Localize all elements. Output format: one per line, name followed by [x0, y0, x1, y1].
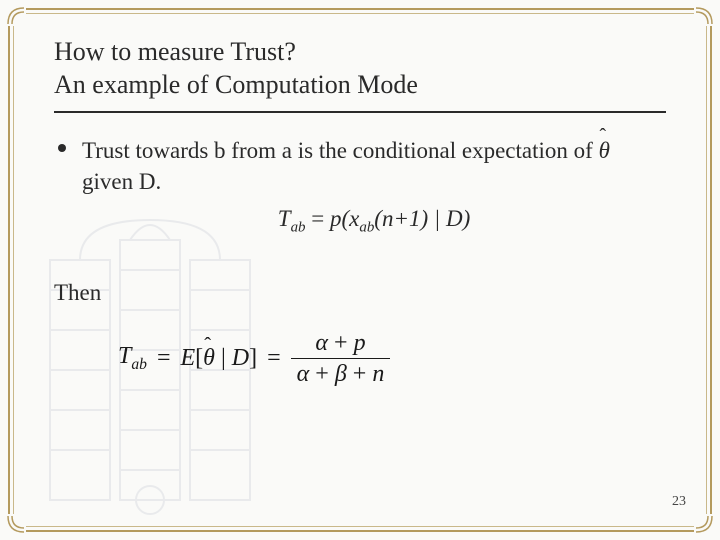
display-formula: Tab = E[ˆθ | D] = α + p α + β + n — [118, 330, 666, 388]
slide-title: How to measure Trust? An example of Comp… — [54, 36, 666, 101]
page-number: 23 — [672, 494, 686, 510]
fraction-bar — [291, 358, 391, 359]
theta-hat-symbol-2: ˆθ — [203, 345, 215, 372]
bullet-dot-icon — [58, 144, 66, 152]
then-label: Then — [54, 280, 666, 306]
fraction-numerator: α + p — [309, 330, 371, 356]
title-line2: An example of Computation Mode — [54, 70, 418, 99]
corner-ornament-tr — [694, 6, 714, 26]
corner-ornament-br — [694, 514, 714, 534]
bullet-item: Trust towards b from a is the conditiona… — [54, 135, 666, 238]
slide-content: How to measure Trust? An example of Comp… — [54, 36, 666, 504]
equals-2: = — [267, 345, 281, 372]
expectation-term: E[ˆθ | D] — [181, 345, 258, 372]
corner-ornament-bl — [6, 514, 26, 534]
equals-1: = — [157, 345, 171, 372]
inline-equation: Tab = p(xab(n+1) | D) — [82, 203, 666, 238]
theta-hat-symbol: ˆθ — [599, 135, 610, 166]
formula-lhs: Tab — [118, 343, 147, 374]
corner-ornament-tl — [6, 6, 26, 26]
bullet-text-after: given D. — [82, 169, 161, 194]
bullet-text-before: Trust towards b from a is the conditiona… — [82, 138, 599, 163]
fraction: α + p α + β + n — [291, 330, 391, 388]
title-underline — [54, 111, 666, 113]
fraction-denominator: α + β + n — [291, 361, 391, 387]
title-line1: How to measure Trust? — [54, 37, 296, 66]
